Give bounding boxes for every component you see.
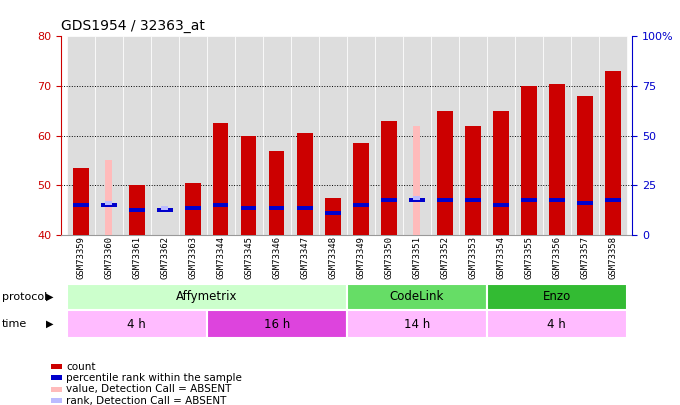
Bar: [157, 208, 173, 212]
Text: rank, Detection Call = ABSENT: rank, Detection Call = ABSENT: [66, 396, 226, 405]
Bar: [375, 36, 403, 235]
Text: time: time: [2, 319, 27, 329]
Bar: [487, 310, 627, 338]
Bar: [413, 196, 420, 200]
Bar: [465, 126, 481, 235]
Bar: [129, 185, 144, 235]
Bar: [297, 133, 313, 235]
Bar: [487, 36, 515, 235]
Bar: [409, 198, 424, 202]
Bar: [325, 198, 341, 235]
Bar: [353, 203, 369, 207]
Text: GDS1954 / 32363_at: GDS1954 / 32363_at: [61, 19, 205, 33]
Bar: [605, 71, 620, 235]
Bar: [269, 206, 284, 210]
Bar: [403, 36, 431, 235]
Bar: [381, 198, 396, 202]
Bar: [67, 310, 207, 338]
Bar: [101, 203, 116, 207]
Bar: [543, 36, 571, 235]
Bar: [73, 168, 88, 235]
Bar: [353, 143, 369, 235]
Bar: [521, 198, 537, 202]
Bar: [437, 111, 452, 235]
Bar: [599, 36, 627, 235]
Bar: [241, 206, 256, 210]
Text: 14 h: 14 h: [404, 318, 430, 330]
Bar: [235, 36, 262, 235]
Text: ▶: ▶: [46, 319, 54, 329]
Bar: [347, 284, 487, 310]
Bar: [465, 198, 481, 202]
Bar: [151, 36, 179, 235]
Bar: [549, 198, 564, 202]
Bar: [241, 136, 256, 235]
Text: Enzo: Enzo: [543, 290, 571, 303]
Bar: [73, 203, 88, 207]
Bar: [347, 36, 375, 235]
Text: 16 h: 16 h: [264, 318, 290, 330]
Bar: [207, 310, 347, 338]
Bar: [185, 183, 201, 235]
Bar: [67, 36, 95, 235]
Bar: [161, 206, 168, 210]
Bar: [487, 284, 627, 310]
Bar: [413, 126, 420, 235]
Text: 4 h: 4 h: [547, 318, 566, 330]
Text: CodeLink: CodeLink: [390, 290, 444, 303]
Bar: [605, 198, 620, 202]
Bar: [521, 86, 537, 235]
Bar: [325, 211, 341, 215]
Bar: [577, 96, 592, 235]
Bar: [347, 310, 487, 338]
Bar: [213, 123, 228, 235]
Bar: [123, 36, 151, 235]
Bar: [105, 200, 112, 205]
Bar: [577, 200, 592, 205]
Bar: [297, 206, 313, 210]
Bar: [291, 36, 319, 235]
Bar: [185, 206, 201, 210]
Bar: [571, 36, 599, 235]
Bar: [262, 36, 291, 235]
Text: count: count: [66, 362, 95, 371]
Bar: [179, 36, 207, 235]
Bar: [493, 203, 509, 207]
Bar: [213, 203, 228, 207]
Text: Affymetrix: Affymetrix: [176, 290, 237, 303]
Bar: [319, 36, 347, 235]
Bar: [493, 111, 509, 235]
Bar: [549, 83, 564, 235]
Bar: [95, 36, 123, 235]
Bar: [67, 284, 347, 310]
Bar: [381, 121, 396, 235]
Bar: [459, 36, 487, 235]
Bar: [129, 208, 144, 212]
Text: 4 h: 4 h: [127, 318, 146, 330]
Text: percentile rank within the sample: percentile rank within the sample: [66, 373, 242, 383]
Bar: [269, 151, 284, 235]
Bar: [437, 198, 452, 202]
Bar: [207, 36, 235, 235]
Bar: [431, 36, 459, 235]
Text: ▶: ▶: [46, 292, 54, 302]
Text: protocol: protocol: [2, 292, 48, 302]
Bar: [515, 36, 543, 235]
Bar: [105, 160, 112, 235]
Text: value, Detection Call = ABSENT: value, Detection Call = ABSENT: [66, 384, 231, 394]
